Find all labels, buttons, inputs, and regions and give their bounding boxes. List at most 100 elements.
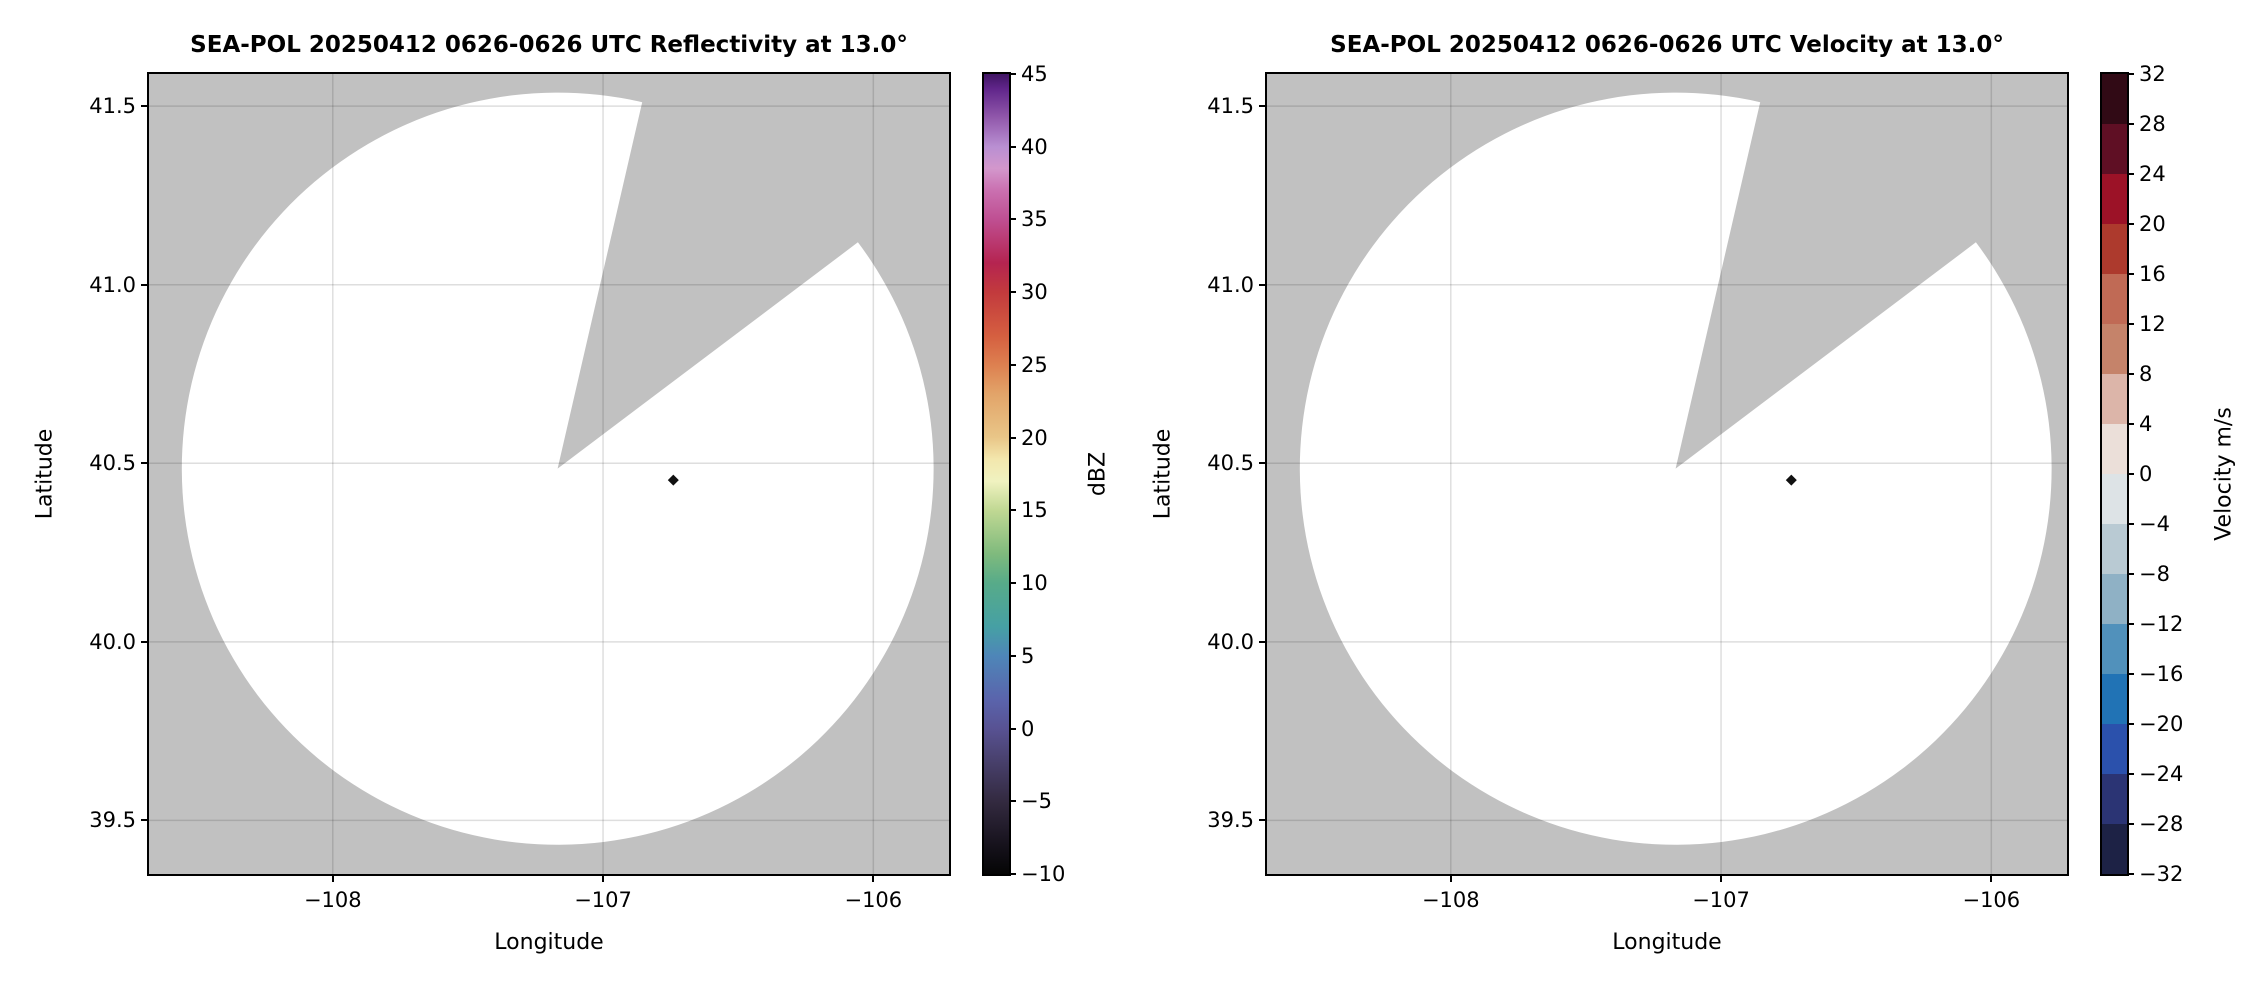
colorbar-tick-label: 45 (1021, 62, 1048, 86)
colorbar-tick (1009, 582, 1016, 585)
colorbar-gradient (984, 74, 1009, 874)
velocity-y-axis-label: Latitude (1150, 428, 1176, 520)
colorbar-tick (2127, 423, 2134, 425)
colorbar-tick-label: 25 (1021, 352, 1048, 377)
y-axis-tick-label: 41.5 (1207, 94, 1254, 119)
colorbar-tick-label: 10 (1021, 571, 1048, 596)
y-axis-tick-label: 40.5 (1207, 451, 1254, 476)
colorbar-tick (1009, 73, 1016, 75)
colorbar-tick-label: −28 (2139, 812, 2184, 836)
radar-map-svg (149, 74, 949, 874)
radar-map-svg (1267, 74, 2067, 874)
colorbar-tick-label: −8 (2139, 562, 2170, 586)
colorbar-band (2102, 274, 2127, 324)
colorbar-band (2102, 724, 2127, 774)
colorbar-band (2102, 124, 2127, 174)
x-axis-tick-label: −107 (574, 888, 632, 912)
y-axis-tick (141, 283, 149, 286)
y-axis-tick (141, 819, 149, 822)
colorbar-tick-label: 0 (2139, 462, 2153, 486)
velocity-plot-area: SEA-POL 20250412 0626-0626 UTC Velocity … (1151, 32, 2069, 955)
colorbar-tick-label: −20 (2139, 712, 2184, 736)
colorbar-tick-label: −32 (2139, 862, 2184, 886)
colorbar-tick (2127, 323, 2134, 325)
colorbar-tick (2127, 723, 2134, 725)
colorbar-tick (2127, 873, 2134, 875)
colorbar-tick (2127, 223, 2134, 225)
colorbar-tick (1009, 800, 1016, 803)
y-axis-tick (1259, 819, 1267, 822)
colorbar-tick-label: −12 (2139, 612, 2184, 636)
x-axis-tick (872, 874, 875, 882)
radar-scan-coverage (1299, 92, 2052, 845)
colorbar-band (2102, 774, 2127, 824)
colorbar-band (2102, 224, 2127, 274)
radar-site-marker (667, 474, 679, 486)
colorbar-tick (1009, 145, 1016, 148)
colorbar-band (2102, 824, 2127, 874)
y-axis-tick-label: 41.0 (89, 272, 136, 297)
x-axis-tick-label: −108 (303, 888, 362, 912)
y-axis-tick-label: 41.0 (1207, 272, 1254, 297)
y-axis-tick-label: 39.5 (1207, 808, 1254, 833)
colorbar-tick-label: 4 (2139, 412, 2153, 436)
x-axis-tick (1720, 874, 1723, 882)
x-axis-tick (1449, 874, 1452, 882)
y-axis-tick (1259, 105, 1267, 108)
colorbar-tick (2127, 573, 2134, 575)
y-axis-tick-label: 40.0 (89, 629, 136, 654)
x-axis-tick-label: −106 (844, 888, 903, 912)
colorbar-tick (2127, 373, 2134, 375)
colorbar-tick (2127, 623, 2134, 625)
colorbar-tick (2127, 123, 2134, 125)
colorbar-band (2102, 574, 2127, 624)
x-axis-tick-label: −108 (1421, 888, 1480, 912)
colorbar-tick-label: 20 (1021, 425, 1048, 450)
colorbar-band (2102, 474, 2127, 524)
velocity-title: SEA-POL 20250412 0626-0626 UTC Velocity … (1330, 32, 2004, 58)
y-axis-tick (141, 105, 149, 108)
colorbar-tick (2127, 673, 2134, 675)
colorbar-tick-label: 16 (2139, 262, 2166, 286)
colorbar-tick (2127, 73, 2134, 75)
y-axis-tick (1259, 283, 1267, 286)
colorbar-tick-label: 24 (2139, 162, 2166, 186)
y-axis-tick-label: 39.5 (89, 808, 136, 833)
colorbar-tick-label: 28 (2139, 112, 2166, 136)
x-axis-tick-label: −107 (1692, 888, 1750, 912)
colorbar-tick-label: 8 (2139, 362, 2153, 386)
colorbar-band (2102, 674, 2127, 724)
colorbar-tick-label: 15 (1021, 498, 1048, 523)
colorbar-band (2102, 624, 2127, 674)
colorbar-band (2102, 324, 2127, 374)
colorbar-tick (2127, 173, 2134, 175)
velocity-x-axis-label: Longitude (1612, 930, 1722, 955)
colorbar-tick (1009, 291, 1016, 294)
reflectivity-x-axis-label: Longitude (494, 930, 604, 955)
colorbar-tick (2127, 273, 2134, 275)
colorbar-tick (1009, 654, 1016, 657)
colorbar-tick (2127, 823, 2134, 825)
y-axis-tick (141, 462, 149, 465)
colorbar-tick-label: 35 (1021, 207, 1048, 232)
colorbar-tick (1009, 436, 1016, 439)
colorbar-band (2102, 174, 2127, 224)
x-axis-tick (331, 874, 334, 882)
y-axis-tick (1259, 462, 1267, 465)
velocity-colorbar: Velocity m/s −32 −28 −24 −20 −16 −12 −8 −4 0 4 8 12… (2100, 62, 2237, 886)
colorbar-tick (1009, 727, 1016, 730)
reflectivity-colorbar-label: dBZ (1085, 451, 1111, 497)
colorbar-tick (2127, 523, 2134, 525)
colorbar-tick-label: −24 (2139, 762, 2184, 786)
colorbar-tick-label: 30 (1021, 280, 1048, 305)
colorbar-band (2102, 374, 2127, 424)
colorbar-tick-label: −10 (1021, 862, 1066, 886)
colorbar-tick-label: −16 (2139, 662, 2184, 686)
colorbar-band (2102, 424, 2127, 474)
y-axis-tick-label: 40.5 (89, 451, 136, 476)
colorbar-tick-label: −5 (1021, 789, 1052, 814)
radar-scan-coverage (181, 92, 934, 845)
colorbar-tick-label: 5 (1021, 643, 1035, 668)
colorbar-band (2102, 74, 2127, 124)
